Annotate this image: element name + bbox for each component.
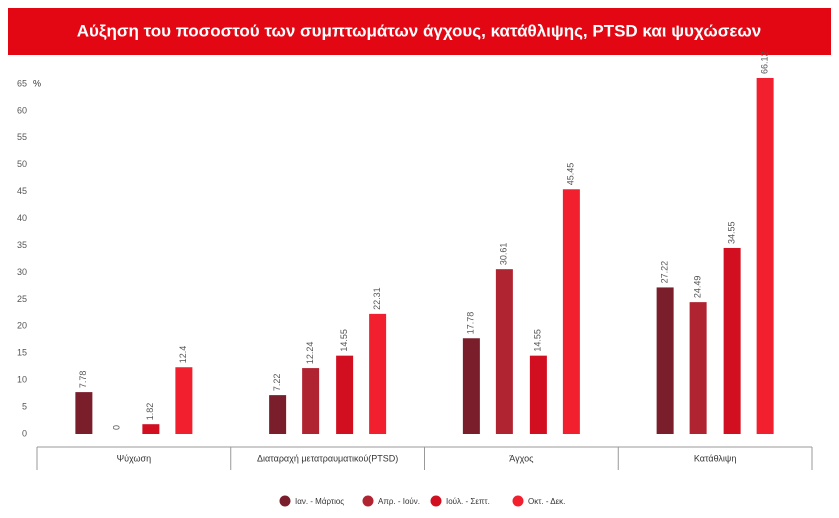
value-label: 45.45	[566, 163, 576, 186]
bar	[562, 189, 580, 434]
y-tick-label: 30	[17, 267, 27, 277]
y-tick-label: 55	[17, 132, 27, 142]
y-tick-label: 60	[17, 105, 27, 115]
legend-marker	[512, 495, 524, 507]
legend-label: Ιαν. - Μάρτιος	[295, 497, 344, 506]
y-tick-label: 5	[22, 401, 27, 411]
x-tick-label: Ψύχωση	[117, 453, 152, 463]
value-label: 27.22	[660, 261, 670, 284]
value-label: 14.55	[533, 329, 543, 352]
bar	[269, 395, 287, 434]
value-label: 22.31	[372, 287, 382, 310]
legend-marker	[279, 495, 291, 507]
bar	[175, 367, 193, 434]
y-tick-label: 50	[17, 159, 27, 169]
bar	[529, 355, 547, 434]
y-tick-label: 40	[17, 213, 27, 223]
value-label: 66.12	[760, 51, 770, 74]
bar	[75, 392, 93, 434]
legend-label: Απρ. - Ιούν.	[378, 497, 420, 506]
value-label: 14.55	[339, 329, 349, 352]
x-tick-label: Διαταραχή μετατραυματικού(PTSD)	[257, 453, 398, 463]
value-label: 17.78	[466, 312, 476, 335]
bar	[656, 287, 674, 434]
bar	[369, 313, 387, 434]
y-unit: %	[33, 78, 41, 88]
value-label: 12.4	[178, 346, 188, 364]
y-tick-label: 15	[17, 348, 27, 358]
value-label: 24.49	[693, 276, 703, 299]
legend-label: Ιούλ. - Σεπτ.	[446, 497, 490, 506]
value-label: 30.61	[499, 243, 509, 266]
bar	[495, 269, 513, 434]
bar	[756, 77, 774, 434]
y-tick-label: 20	[17, 321, 27, 331]
bar	[336, 355, 354, 434]
y-tick-label: 65	[17, 78, 27, 88]
bar	[142, 424, 160, 434]
value-label: 0	[111, 425, 121, 430]
y-tick-label: 45	[17, 186, 27, 196]
value-label: 1.82	[145, 403, 155, 421]
bar	[462, 338, 480, 434]
bar	[689, 302, 707, 434]
value-label: 7.78	[78, 371, 88, 389]
legend-marker	[362, 495, 374, 507]
legend-marker	[430, 495, 442, 507]
y-tick-label: 25	[17, 294, 27, 304]
title-bar	[8, 8, 831, 55]
bar	[302, 368, 320, 434]
value-label: 12.24	[305, 342, 315, 365]
y-tick-label: 10	[17, 375, 27, 385]
y-tick-label: 35	[17, 240, 27, 250]
bar	[723, 247, 741, 434]
x-tick-label: Άγχος	[509, 453, 534, 463]
value-label: 34.55	[727, 221, 737, 244]
x-tick-label: Κατάθλιψη	[694, 453, 736, 463]
y-tick-label: 0	[22, 428, 27, 438]
chart-title: Αύξηση του ποσοστού των συμπτωμάτων άγχο…	[77, 21, 762, 40]
value-label: 7.22	[272, 374, 282, 392]
legend-label: Οκτ. - Δεκ.	[528, 497, 565, 506]
